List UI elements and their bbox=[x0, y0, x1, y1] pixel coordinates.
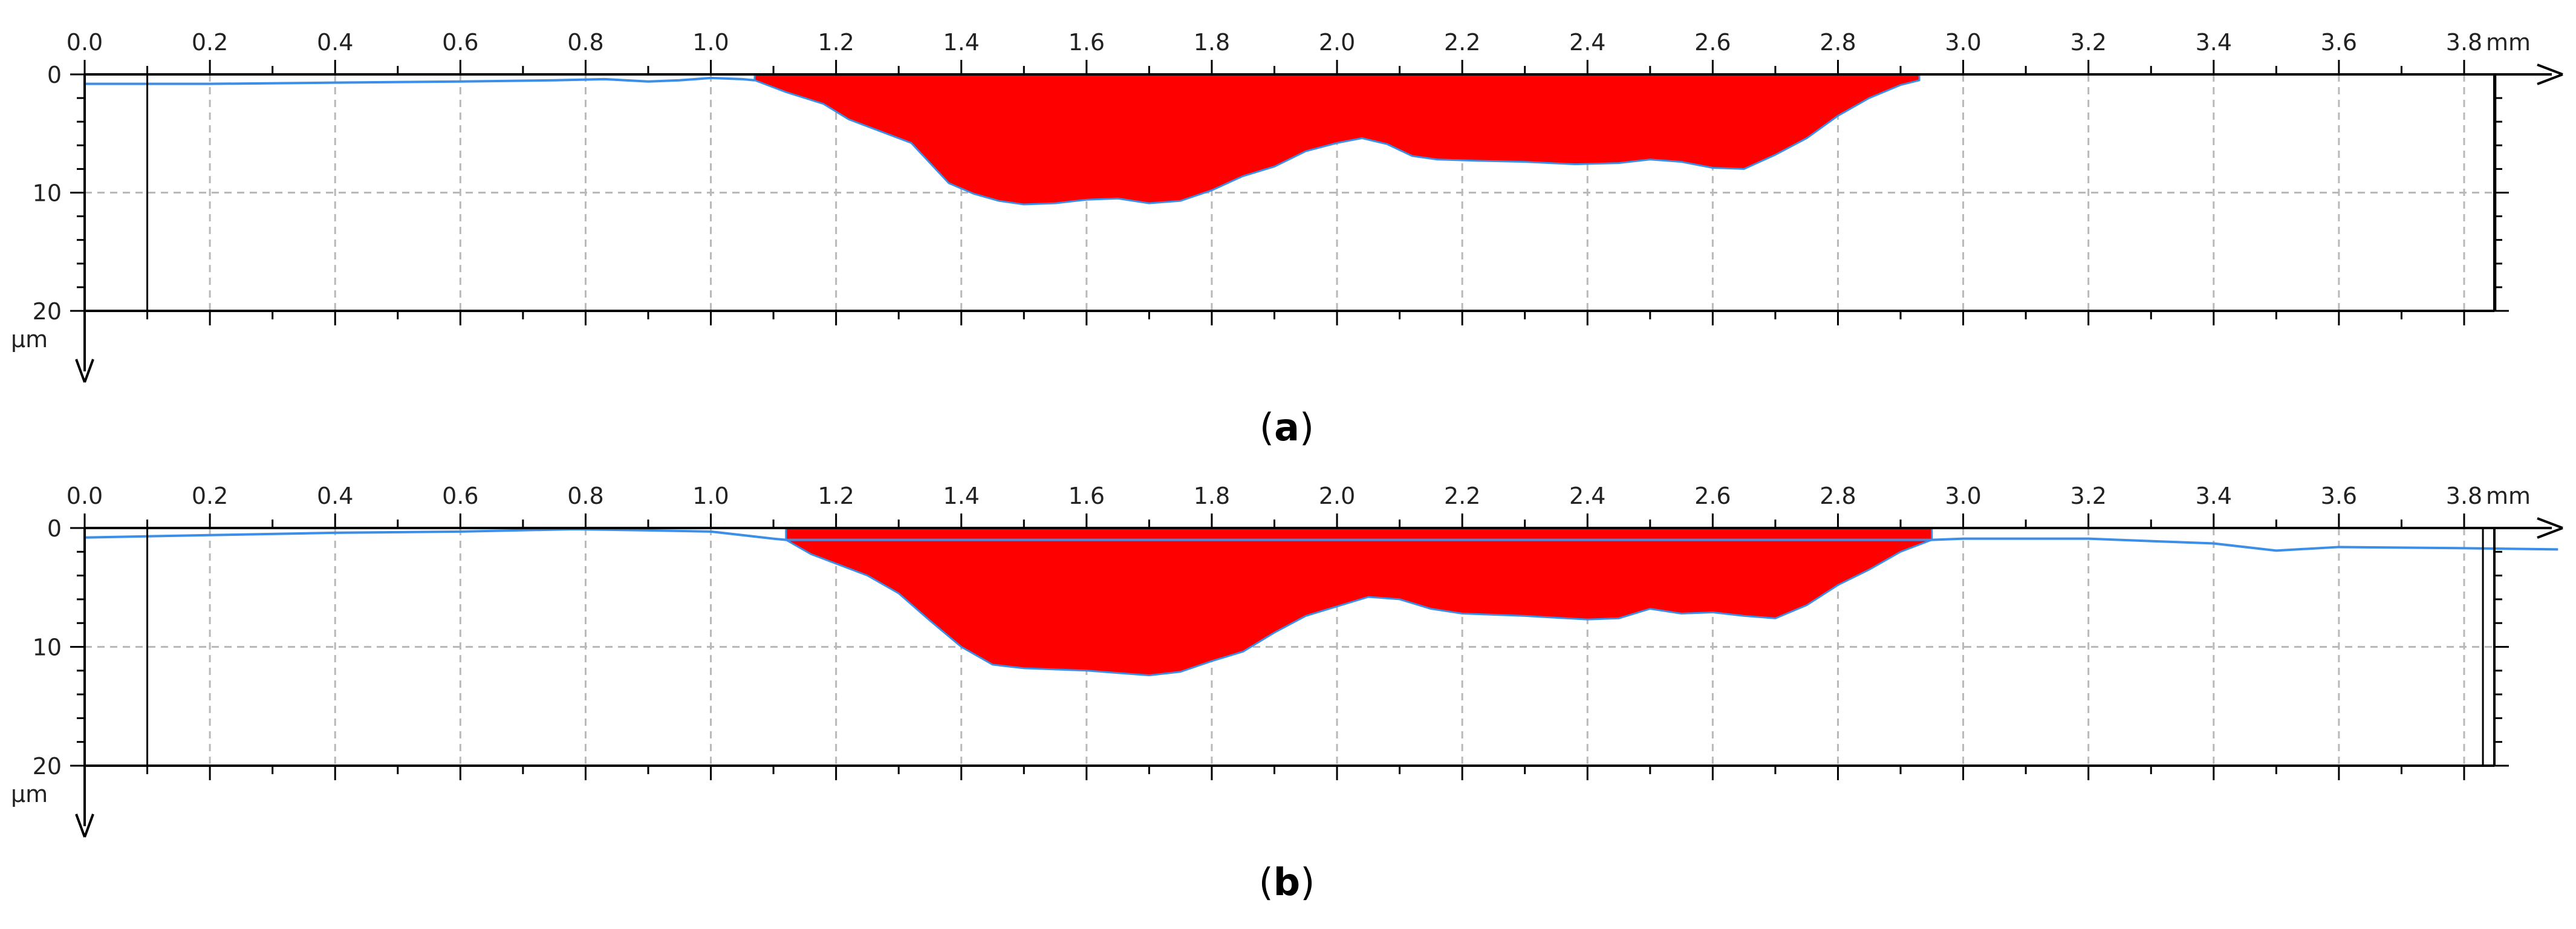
x-tick-label: 0.2 bbox=[192, 483, 228, 509]
x-unit-label: mm bbox=[2486, 29, 2531, 56]
x-tick-label: 3.0 bbox=[1945, 483, 1981, 509]
y-axis-arrow bbox=[75, 359, 94, 383]
x-tick-label: 3.6 bbox=[2321, 483, 2357, 509]
x-tick-label: 1.8 bbox=[1194, 483, 1230, 509]
x-tick-label: 1.6 bbox=[1068, 29, 1105, 56]
x-tick-label: 3.2 bbox=[2070, 29, 2106, 56]
x-tick-label: 3.8 bbox=[2446, 29, 2482, 56]
x-axis-arrow bbox=[2537, 64, 2563, 85]
x-tick-label: 0.0 bbox=[67, 483, 103, 509]
x-tick-label: 0.6 bbox=[442, 29, 478, 56]
x-tick-label: 3.6 bbox=[2321, 29, 2357, 56]
x-tick-label: 0.8 bbox=[567, 483, 603, 509]
y-tick-label: 20 bbox=[33, 753, 62, 780]
x-tick-label: 2.4 bbox=[1569, 483, 1605, 509]
x-tick-label: 0.6 bbox=[442, 483, 478, 509]
x-tick-label: 2.4 bbox=[1569, 29, 1605, 56]
x-tick-label: 2.8 bbox=[1820, 483, 1856, 509]
y-unit-label: µm bbox=[11, 326, 48, 353]
x-tick-label: 0.8 bbox=[567, 29, 603, 56]
x-tick-label: 0.0 bbox=[67, 29, 103, 56]
x-unit-label: mm bbox=[2486, 483, 2531, 509]
y-axis-arrow bbox=[75, 813, 94, 838]
x-tick-label: 2.0 bbox=[1319, 29, 1355, 56]
panel-letter: a bbox=[1274, 405, 1299, 449]
x-tick-label: 3.0 bbox=[1945, 29, 1981, 56]
y-tick-label: 10 bbox=[33, 180, 62, 207]
chart-panel-b: 0.0 0.2 0.4 0.6 0.8 1.0 1.2 1.4 1.6 1.8 2.0 2.2 2.4 2… bbox=[11, 483, 2563, 904]
y-unit-label: µm bbox=[11, 781, 48, 807]
x-tick-label: 2.0 bbox=[1319, 483, 1355, 509]
x-tick-label: 1.4 bbox=[943, 483, 980, 509]
filled-region bbox=[785, 527, 1933, 677]
x-tick-label: 0.2 bbox=[192, 29, 228, 56]
x-tick-label: 1.4 bbox=[943, 29, 980, 56]
profile-series bbox=[85, 76, 755, 85]
x-tick-label: 0.4 bbox=[317, 29, 353, 56]
x-tick-label: 1.8 bbox=[1194, 29, 1230, 56]
y-tick-label: 0 bbox=[47, 515, 62, 542]
x-tick-label: 2.8 bbox=[1820, 29, 1856, 56]
panel-caption: (b) bbox=[1259, 860, 1315, 904]
panel-caption: (a) bbox=[1260, 405, 1314, 449]
x-tick-label: 2.2 bbox=[1444, 29, 1480, 56]
x-tick-label: 3.4 bbox=[2196, 483, 2232, 509]
x-tick-label: 1.0 bbox=[692, 483, 729, 509]
x-tick-label: 1.0 bbox=[692, 29, 729, 56]
x-axis-arrow bbox=[2537, 517, 2563, 539]
x-tick-label: 3.2 bbox=[2070, 483, 2106, 509]
filled-region bbox=[753, 73, 1921, 206]
profile-series bbox=[84, 527, 2558, 552]
panel-letter: b bbox=[1273, 860, 1300, 904]
x-tick-label: 0.4 bbox=[317, 483, 353, 509]
x-tick-label: 1.6 bbox=[1068, 483, 1105, 509]
chart-panel-a: 0.0 0.2 0.4 0.6 0.8 1.0 1.2 1.4 1.6 1.8 2.0 2.2 2.4 2… bbox=[11, 29, 2563, 449]
y-tick-label: 10 bbox=[33, 634, 62, 661]
x-tick-label: 1.2 bbox=[818, 29, 854, 56]
x-tick-label: 3.8 bbox=[2446, 483, 2482, 509]
x-tick-label: 2.2 bbox=[1444, 483, 1480, 509]
y-tick-label: 20 bbox=[33, 298, 62, 325]
x-tick-label: 2.6 bbox=[1694, 29, 1731, 56]
x-tick-label: 3.4 bbox=[2196, 29, 2232, 56]
x-tick-label: 2.6 bbox=[1694, 483, 1731, 509]
x-tick-label: 1.2 bbox=[818, 483, 854, 509]
y-tick-label: 0 bbox=[47, 62, 62, 88]
